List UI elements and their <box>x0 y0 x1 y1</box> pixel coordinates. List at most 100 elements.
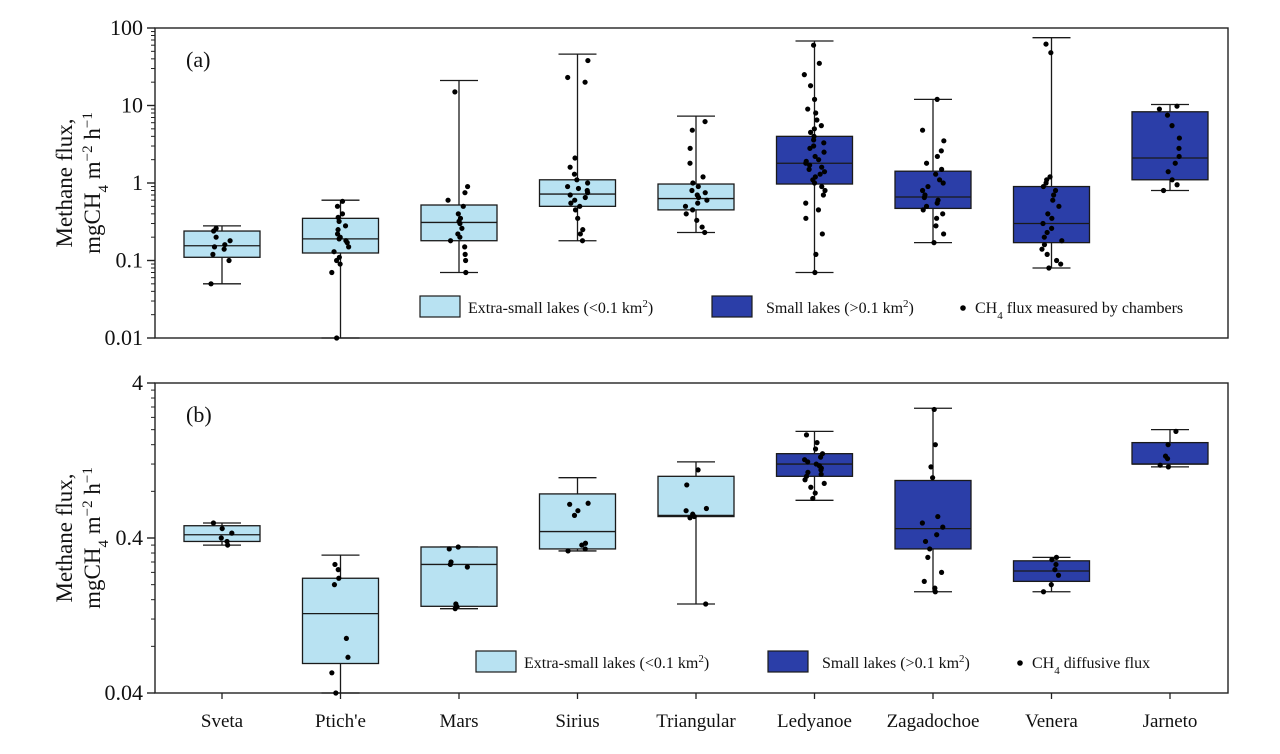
data-point <box>1039 246 1045 252</box>
data-point <box>575 185 582 192</box>
data-point <box>689 127 695 133</box>
data-point <box>222 242 228 248</box>
data-point <box>1048 50 1054 56</box>
data-point <box>923 160 930 166</box>
data-point <box>689 187 695 194</box>
data-point <box>332 561 338 568</box>
data-point <box>1059 238 1065 244</box>
data-point <box>329 670 335 676</box>
data-point <box>345 654 351 660</box>
box-sirius <box>538 53 617 244</box>
data-point <box>925 554 931 560</box>
data-point <box>1043 41 1049 47</box>
data-point <box>329 269 335 276</box>
data-point <box>462 251 468 257</box>
data-point <box>580 227 586 233</box>
data-point <box>934 96 940 102</box>
data-point <box>1044 177 1050 183</box>
data-point <box>806 166 812 172</box>
data-point <box>575 215 581 221</box>
data-point <box>346 244 352 250</box>
data-point <box>820 192 826 198</box>
data-point <box>941 138 947 144</box>
data-point <box>1160 187 1167 194</box>
legend-swatch-small <box>711 295 753 318</box>
data-point <box>584 187 590 194</box>
data-point <box>342 223 349 229</box>
data-point <box>1049 225 1055 231</box>
data-point <box>339 198 346 204</box>
data-point <box>575 508 581 514</box>
data-point <box>813 251 819 257</box>
data-point <box>227 238 233 244</box>
data-point <box>695 200 701 206</box>
data-point <box>572 155 578 161</box>
data-point <box>802 457 808 463</box>
data-point <box>930 475 936 481</box>
data-point <box>221 246 227 252</box>
data-point <box>803 158 809 164</box>
data-point <box>213 225 219 231</box>
box-sveta <box>183 520 261 548</box>
data-point <box>1176 135 1182 141</box>
data-point <box>331 249 337 255</box>
box-mars <box>420 79 498 276</box>
data-point <box>931 240 937 246</box>
data-point <box>687 515 693 521</box>
data-point <box>577 203 583 209</box>
iqr-box <box>894 170 972 210</box>
data-point <box>1041 234 1047 240</box>
data-point <box>821 149 827 155</box>
data-point <box>1173 428 1179 434</box>
data-point <box>1165 169 1171 175</box>
data-point <box>1176 145 1182 151</box>
data-point <box>334 203 341 209</box>
data-point <box>1049 215 1055 221</box>
data-point <box>938 148 944 154</box>
data-point <box>463 269 469 276</box>
data-point <box>213 234 219 240</box>
data-point <box>1041 242 1048 248</box>
data-point <box>817 171 823 177</box>
data-point <box>1040 589 1047 595</box>
data-point <box>704 197 710 203</box>
data-point <box>567 501 573 507</box>
data-point <box>819 183 825 190</box>
data-point <box>572 197 578 203</box>
data-point <box>687 145 693 151</box>
data-point <box>211 244 218 250</box>
data-point <box>815 207 822 213</box>
y-tick-label: 10 <box>121 93 143 118</box>
data-point <box>336 575 342 581</box>
legend-label-small: Small lakes (>0.1 km2) <box>822 653 970 672</box>
data-point <box>585 500 591 506</box>
data-point <box>934 215 940 221</box>
data-point <box>1046 265 1052 271</box>
data-point <box>448 559 454 565</box>
data-point <box>582 540 589 546</box>
data-point <box>687 160 693 166</box>
iqr-box <box>301 577 380 665</box>
data-point <box>331 582 338 588</box>
y-tick-label: 0.04 <box>105 680 144 705</box>
data-point <box>933 171 939 177</box>
data-point <box>812 446 819 452</box>
y-axis-label-line1: Methane flux, <box>52 473 77 602</box>
data-point <box>940 180 946 186</box>
data-point <box>585 180 591 186</box>
data-point <box>920 207 926 213</box>
panel-label: (b) <box>186 402 212 427</box>
data-point <box>564 183 571 190</box>
box-triangular <box>657 115 735 236</box>
data-point <box>821 480 827 487</box>
data-point <box>819 164 825 170</box>
data-point <box>571 171 578 177</box>
data-point <box>1055 572 1062 578</box>
data-point <box>1169 123 1175 129</box>
data-point <box>1050 197 1056 203</box>
data-point <box>814 117 820 123</box>
data-point <box>1052 567 1058 573</box>
data-point <box>1048 582 1054 588</box>
y-tick-label: 0.01 <box>105 325 144 350</box>
